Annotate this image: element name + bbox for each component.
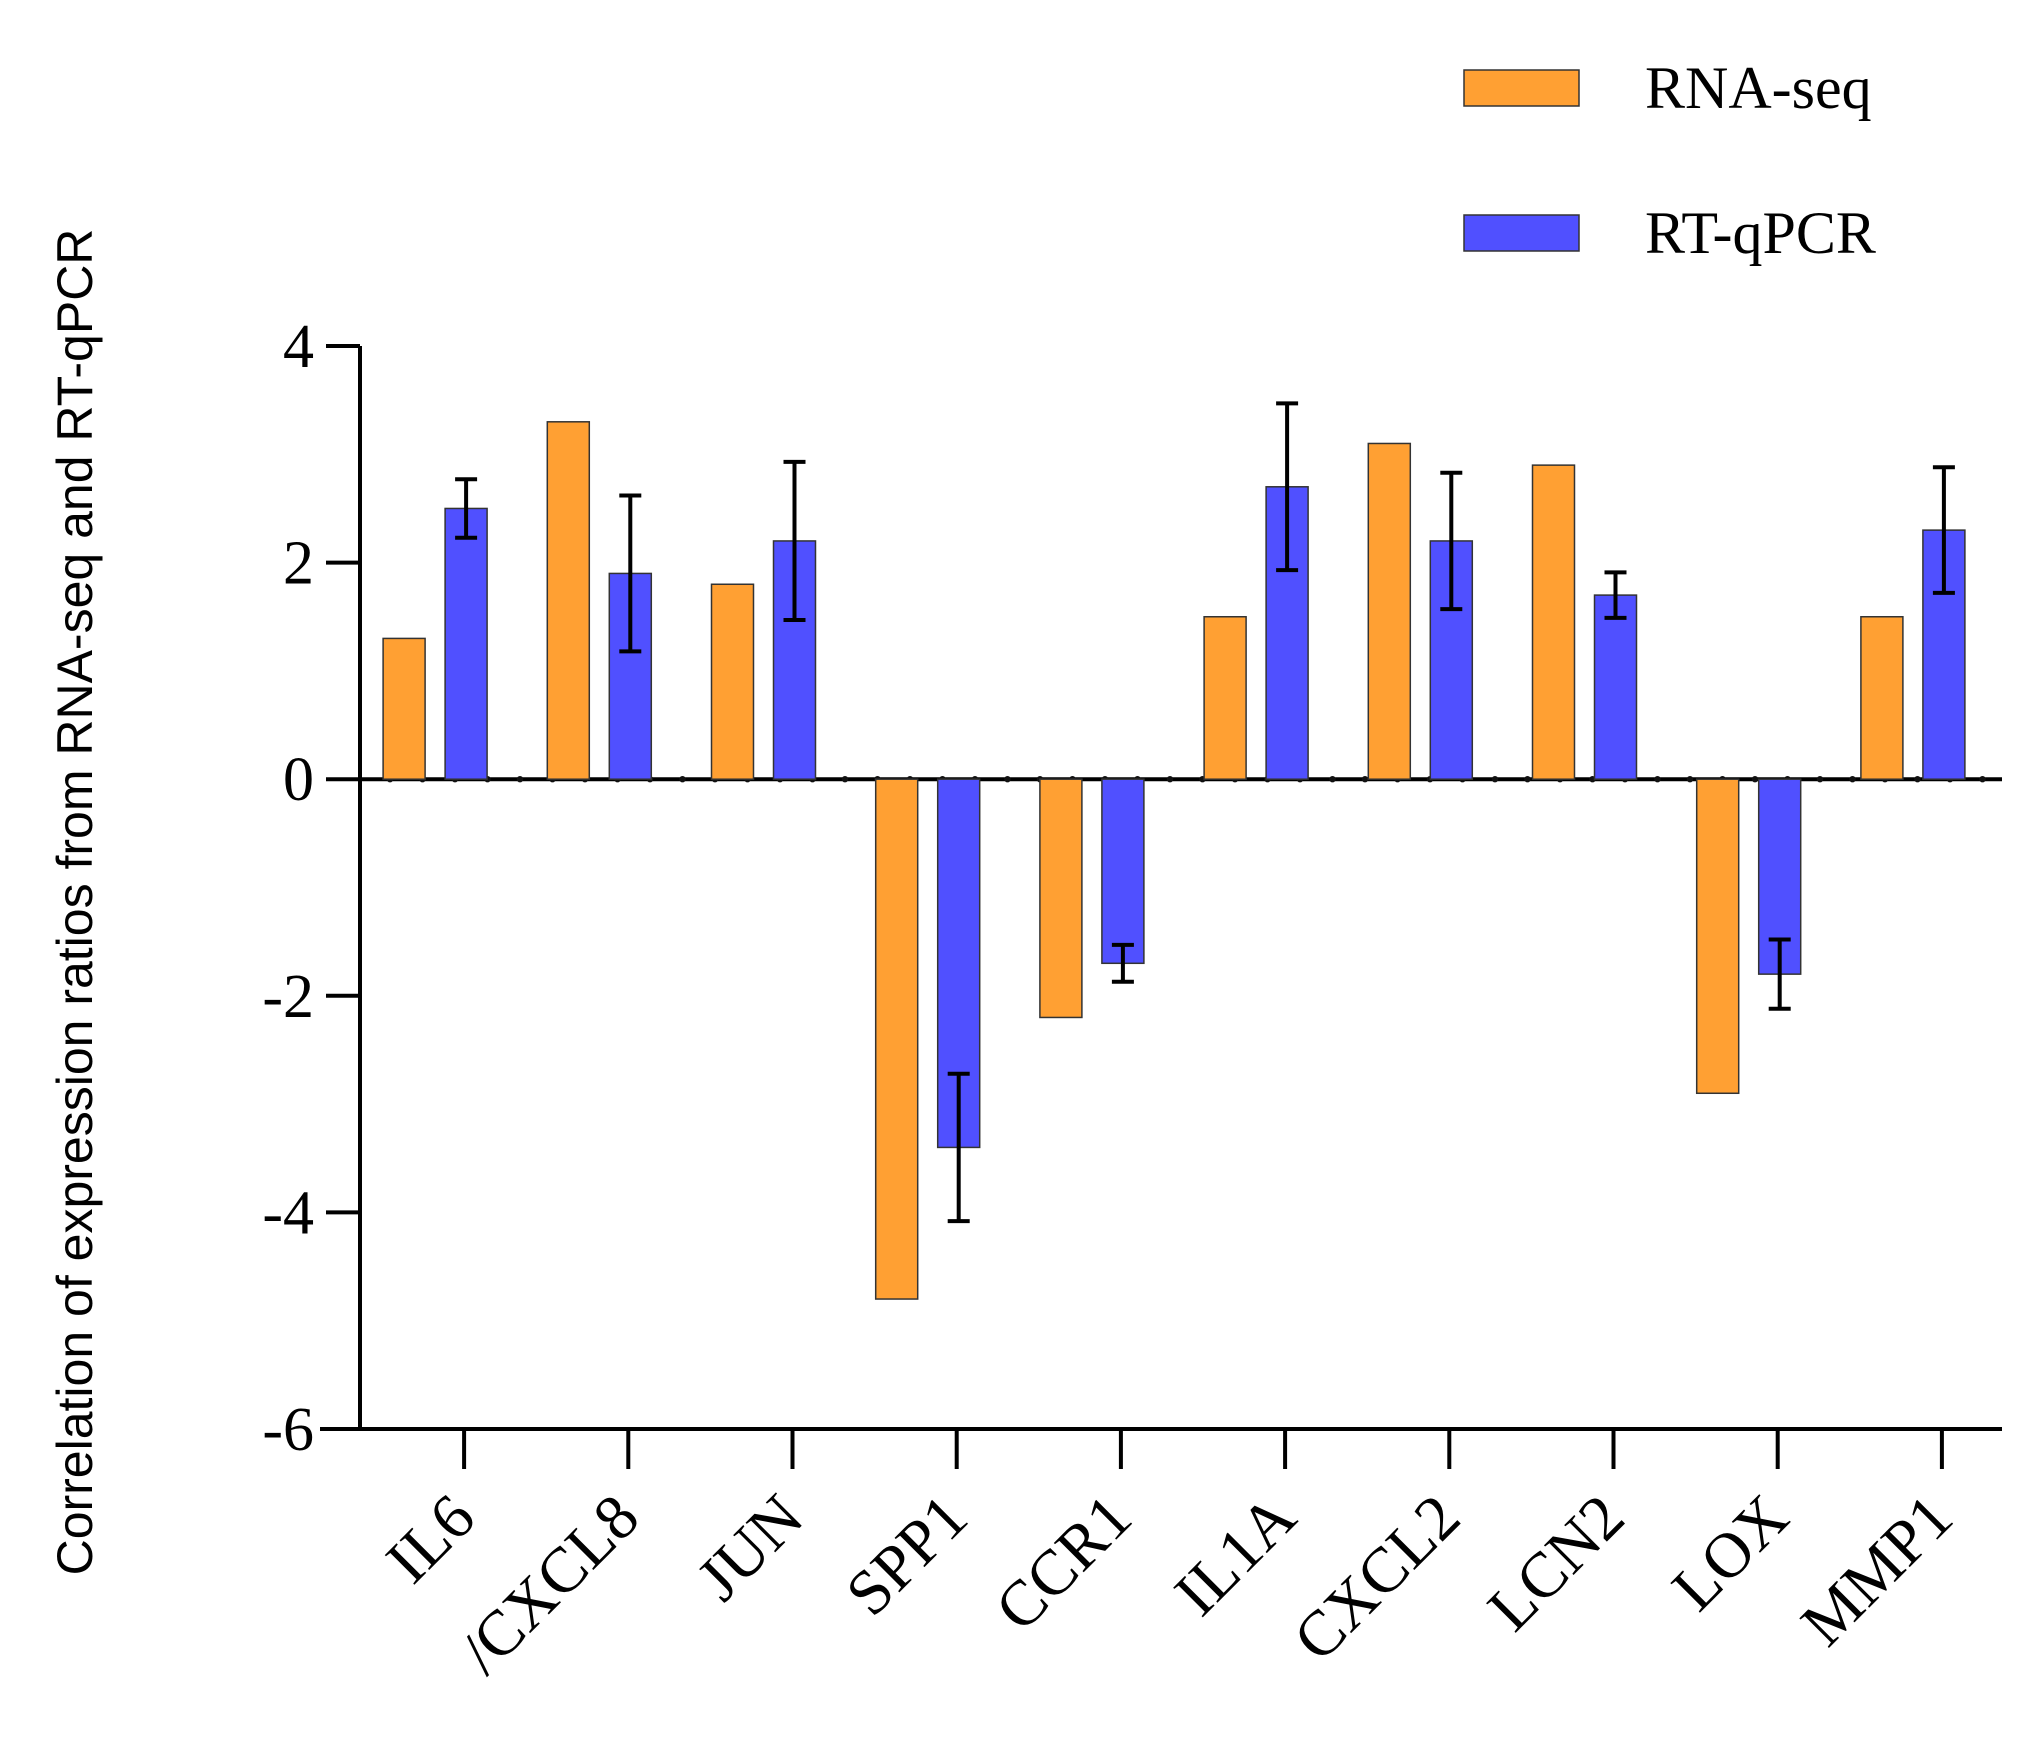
- bar-rna-seq-cxcl2: [1367, 442, 1412, 780]
- baseline-dot: [1979, 776, 1986, 783]
- bar-rt-qpcr-jun: [772, 540, 817, 780]
- x-tick-label: IL6: [372, 1481, 488, 1597]
- bar-rna-seq-lcn2: [1531, 464, 1576, 780]
- legend-swatch: [1463, 214, 1580, 252]
- baseline-dot: [1004, 776, 1011, 783]
- y-tick-label: 0: [283, 746, 314, 814]
- bar-rna-seq-il1a: [1203, 616, 1247, 780]
- baseline-dot: [1751, 776, 1759, 783]
- legend-label: RT-qPCR: [1645, 200, 1876, 266]
- bars: [382, 421, 1966, 1300]
- bar-rna-seq-spp1: [874, 778, 919, 1300]
- legend-label: RNA-seq: [1645, 55, 1872, 121]
- y-tick-label: -2: [262, 963, 314, 1031]
- baseline-dot: [1654, 776, 1661, 783]
- y-tick-label: -6: [262, 1396, 314, 1464]
- x-tick-label: /CXCL8: [446, 1481, 652, 1687]
- legend-swatch: [1463, 69, 1580, 107]
- baseline-dot: [516, 776, 524, 783]
- baseline-dot: [1816, 776, 1824, 783]
- x-tick-label: MMP1: [1787, 1481, 1965, 1659]
- y-ticks: 4 2 0 -2 -4 -6: [262, 313, 360, 1464]
- baseline-dot: [1849, 776, 1856, 783]
- y-tick-label: -4: [262, 1179, 314, 1247]
- bar-rna-seq-cxcl8: [546, 421, 591, 780]
- baseline-dot: [1361, 776, 1369, 783]
- x-tick-label: JUN: [683, 1481, 816, 1614]
- bar-rt-qpcr-ccr1: [1101, 778, 1145, 965]
- baseline-dot: [841, 776, 849, 783]
- bar-rna-seq-jun: [710, 583, 755, 780]
- bar-rna-seq-mmp1: [1860, 616, 1904, 780]
- baseline-dot: [1524, 776, 1531, 783]
- baseline-dot: [1329, 776, 1336, 783]
- y-tick-label: 4: [283, 313, 314, 381]
- baseline-dot: [679, 776, 686, 783]
- bar-rt-qpcr-il6: [444, 507, 488, 780]
- y-tick-label: 2: [283, 530, 314, 598]
- bar-rna-seq-il6: [382, 637, 426, 780]
- bar-rna-seq-ccr1: [1039, 778, 1083, 1019]
- x-tick-label: LCN2: [1474, 1481, 1637, 1644]
- y-axis-label: Correlation of expression ratios from RN…: [47, 229, 103, 1576]
- baseline-dot: [1914, 776, 1921, 783]
- baseline-dot: [1166, 776, 1174, 783]
- legend: RNA-seq RT-qPCR: [1463, 55, 1876, 266]
- x-tick-label: IL1A: [1161, 1481, 1309, 1629]
- x-tick-label: SPP1: [832, 1481, 980, 1629]
- x-tick-label: LOX: [1658, 1481, 1801, 1624]
- baseline-dot: [1686, 776, 1694, 783]
- x-tick-label: CXCL2: [1280, 1481, 1474, 1675]
- baseline-dot: [1491, 776, 1499, 783]
- x-tick-label: CCR1: [981, 1481, 1144, 1644]
- bar-rt-qpcr-lcn2: [1593, 594, 1638, 780]
- bar-rna-seq-lox: [1695, 778, 1740, 1095]
- error-bars: [455, 401, 1955, 1224]
